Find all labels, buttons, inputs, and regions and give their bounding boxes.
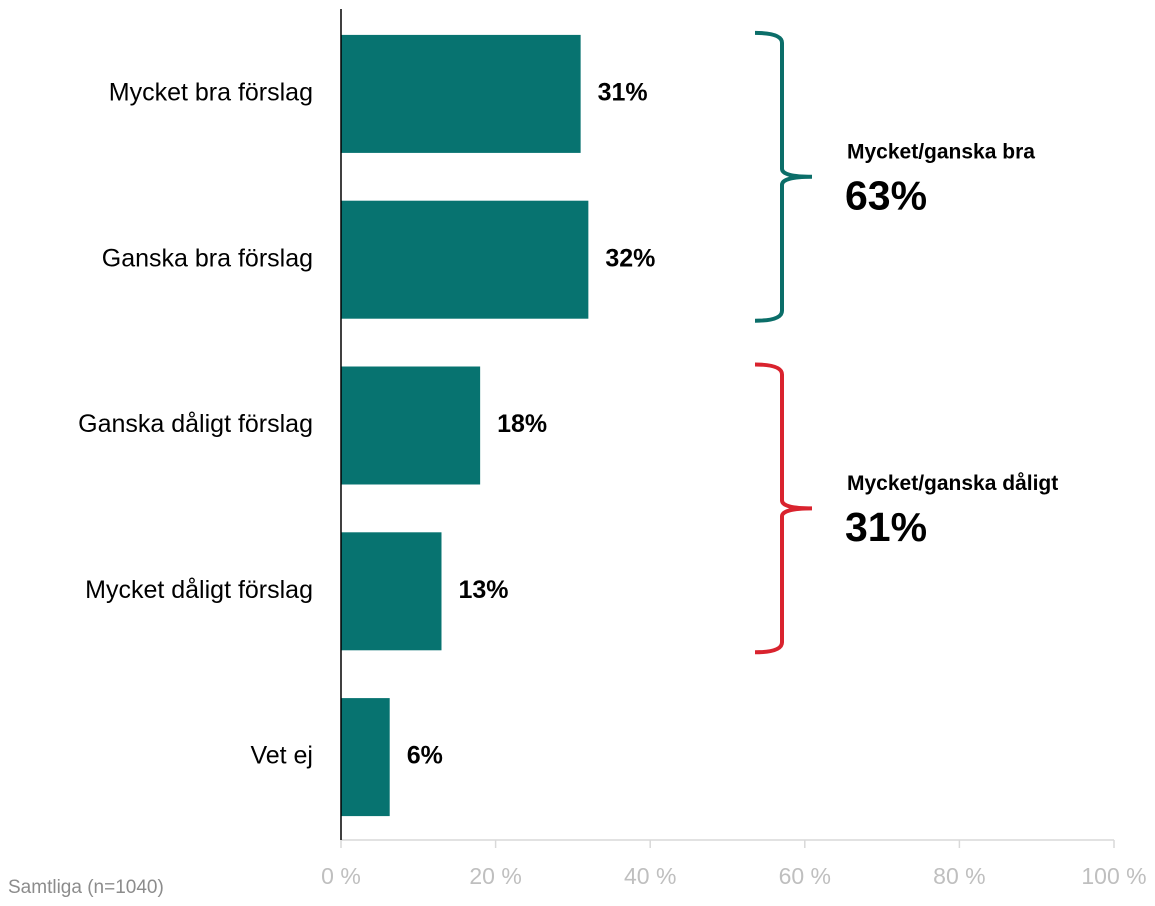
category-label: Ganska bra förslag bbox=[102, 244, 313, 272]
category-label: Vet ej bbox=[250, 742, 313, 770]
bar bbox=[341, 366, 481, 485]
data-label: 32% bbox=[605, 244, 655, 272]
bar bbox=[341, 698, 390, 817]
data-label: 6% bbox=[407, 742, 443, 770]
group-label: Mycket/ganska bra bbox=[847, 140, 1035, 163]
category-label: Mycket dåligt förslag bbox=[85, 576, 313, 604]
bar bbox=[341, 34, 581, 153]
group-label: Mycket/ganska dåligt bbox=[847, 472, 1058, 495]
data-label: 18% bbox=[497, 410, 547, 438]
data-label: 31% bbox=[598, 79, 648, 107]
data-label: 13% bbox=[458, 576, 508, 604]
bar bbox=[341, 532, 442, 651]
x-tick-label: 20 % bbox=[469, 863, 521, 889]
footnote: Samtliga (n=1040) bbox=[8, 877, 164, 898]
group-bracket bbox=[754, 30, 813, 323]
category-label: Mycket bra förslag bbox=[109, 79, 313, 107]
x-tick-label: 100 % bbox=[1081, 863, 1146, 889]
x-tick-label: 80 % bbox=[933, 863, 985, 889]
group-value: 63% bbox=[845, 173, 927, 219]
group-bracket bbox=[754, 362, 813, 655]
bar bbox=[341, 200, 589, 319]
group-value: 31% bbox=[845, 504, 927, 550]
x-tick-label: 40 % bbox=[624, 863, 676, 889]
category-label: Ganska dåligt förslag bbox=[78, 410, 313, 438]
x-tick-label: 0 % bbox=[321, 863, 361, 889]
x-tick-label: 60 % bbox=[779, 863, 831, 889]
